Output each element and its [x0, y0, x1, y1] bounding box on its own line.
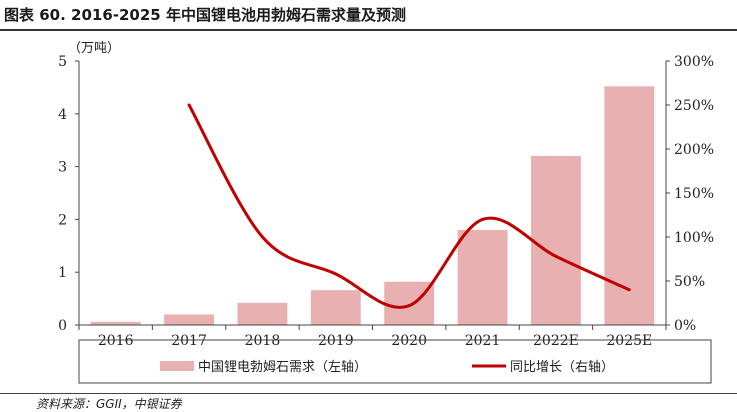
legend-line-label: 同比增长（右轴）: [510, 360, 614, 375]
y-left-tick-label: 5: [58, 54, 67, 70]
y-right-tick-label: 200%: [674, 142, 714, 158]
legend-bar-label: 中国锂电勃姆石需求（左轴）: [198, 360, 367, 375]
bar-2018: [237, 302, 288, 325]
title-divider: [0, 29, 737, 31]
growth-point-2018: [260, 235, 264, 239]
y-left-tick-label: 0: [58, 318, 67, 334]
y-right-tick-label: 0%: [674, 318, 696, 334]
growth-point-2020: [407, 304, 411, 308]
x-tick-label: 2016: [98, 333, 134, 349]
source-note: 资料来源：GGII，中银证券: [36, 397, 182, 411]
y-left-tick-label: 2: [58, 212, 67, 228]
bar-2017: [164, 314, 215, 325]
y-left-tick-label: 4: [58, 107, 67, 123]
y-right-tick-label: 300%: [674, 54, 714, 70]
y-right-tick-label: 150%: [674, 186, 714, 202]
y-left-tick-label: 1: [58, 265, 67, 281]
bar-2025e: [604, 86, 655, 326]
x-tick-label: 2017: [171, 333, 207, 349]
y-right-tick-label: 50%: [674, 274, 705, 290]
y-right-tick-label: 250%: [674, 98, 714, 114]
x-tick-label: 2018: [245, 333, 281, 349]
growth-point-2017: [187, 103, 191, 107]
x-tick-label: 2021: [465, 333, 501, 349]
bar-2022e: [530, 156, 581, 325]
y-left-tick-label: 3: [58, 160, 67, 176]
x-tick-label: 2020: [391, 333, 427, 349]
y-right-tick-label: 100%: [674, 230, 714, 246]
legend-box: [78, 339, 712, 384]
bar-2016: [90, 321, 141, 325]
bar-2020: [384, 281, 435, 325]
source-divider: [0, 393, 737, 394]
growth-point-2021: [481, 217, 485, 221]
growth-point-2022e: [554, 254, 558, 258]
bar-2021: [457, 229, 508, 325]
growth-point-2025e: [627, 288, 631, 292]
x-tick-label: 2025E: [606, 333, 652, 349]
growth-point-2019: [334, 272, 338, 276]
legend-bar-swatch: [160, 361, 194, 371]
x-tick-label: 2022E: [533, 333, 579, 349]
x-tick-label: 2019: [318, 333, 354, 349]
y-left-unit-label: （万吨）: [68, 41, 120, 56]
bar-2019: [310, 290, 361, 325]
chart-title: 图表 60. 2016-2025 年中国锂电池用勃姆石需求量及预测: [4, 6, 406, 24]
